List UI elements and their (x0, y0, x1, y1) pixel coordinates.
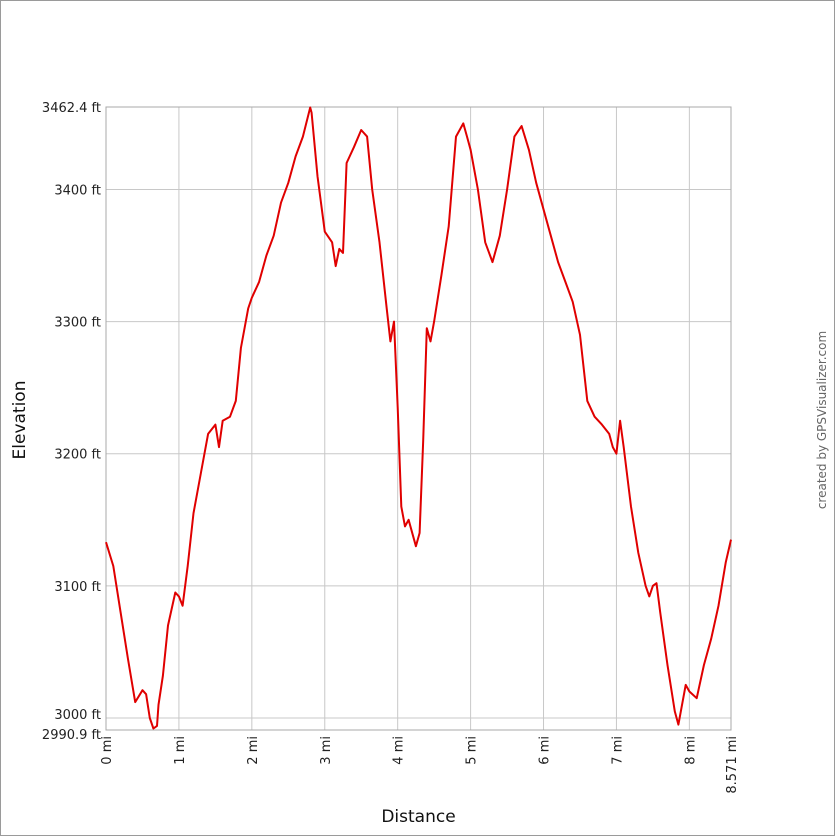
y-tick-label: 3400 ft (54, 183, 101, 198)
x-tick-label: 2 mi (246, 736, 261, 765)
credit-text: created by GPSVisualizer.com (815, 331, 829, 509)
elevation-series-line (105, 106, 732, 730)
grid-lines (105, 106, 732, 731)
y-tick-label: 3462.4 ft (42, 101, 101, 116)
x-axis-ticks: 0 mi 1 mi 2 mi 3 mi 4 mi 5 mi 6 mi 7 mi 8 mi 8.57… (100, 736, 740, 794)
x-tick-label: 8.571 mi (725, 736, 740, 794)
x-tick-label: 5 mi (465, 736, 480, 765)
x-tick-label: 8 mi (683, 736, 698, 765)
x-tick-label: 7 mi (610, 736, 625, 765)
x-tick-label: 4 mi (392, 736, 407, 765)
x-tick-label: 6 mi (538, 736, 553, 765)
y-tick-label: 2990.9 ft (42, 728, 101, 743)
x-tick-label: 0 mi (100, 736, 115, 765)
y-axis-ticks: 2990.9 ft 3000 ft 3100 ft 3200 ft 3300 ft 340… (42, 101, 101, 743)
x-tick-label: 3 mi (319, 736, 334, 765)
y-tick-label: 3000 ft (54, 708, 101, 723)
y-tick-label: 3100 ft (54, 580, 101, 595)
y-axis-title: Elevation (10, 381, 30, 460)
y-tick-label: 3300 ft (54, 316, 101, 331)
x-tick-label: 1 mi (173, 736, 188, 765)
x-axis-title: Distance (381, 807, 455, 827)
plot-area-border (105, 106, 732, 731)
y-tick-label: 3200 ft (54, 448, 101, 463)
